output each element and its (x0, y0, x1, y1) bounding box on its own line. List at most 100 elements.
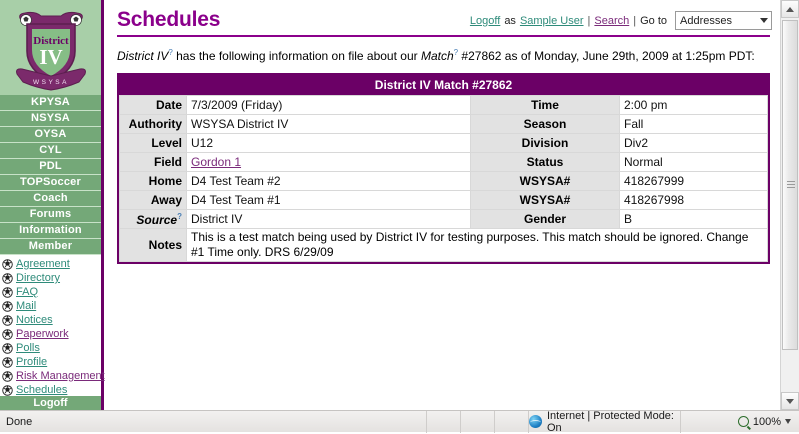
sidebar-link-directory[interactable]: Directory (0, 271, 101, 285)
soccer-ball-icon (2, 384, 13, 396)
sidebar-link-polls[interactable]: Polls (0, 341, 101, 355)
row-value-left: D4 Test Team #1 (186, 190, 471, 210)
notes-value: This is a test match being used by Distr… (186, 228, 768, 262)
row-value-right: Div2 (619, 133, 768, 153)
sidebar-section-member[interactable]: Member (0, 239, 101, 255)
status-bar: Done Internet | Protected Mode: On 100% (0, 409, 799, 434)
search-link[interactable]: Search (594, 14, 630, 27)
as-label: as (504, 14, 516, 27)
table-row: Date 7/3/2009 (Friday) Time 2:00 pm (119, 95, 768, 115)
scroll-up-arrow (786, 6, 794, 12)
zoom-control[interactable]: 100% (680, 410, 799, 433)
vertical-scrollbar[interactable] (780, 0, 799, 410)
sidebar-link-label[interactable]: Polls (16, 342, 40, 354)
sidebar-section-forums[interactable]: Forums (0, 207, 101, 223)
sidebar-link-label[interactable]: Paperwork (16, 328, 69, 340)
user-name-link[interactable]: Sample User (519, 14, 584, 27)
sidebar-link-profile[interactable]: Profile (0, 355, 101, 369)
row-value-right: Normal (619, 152, 768, 172)
row-value-right: 418267998 (619, 190, 768, 210)
row-label-left: Level (119, 133, 187, 153)
soccer-ball-icon (2, 272, 13, 284)
svg-text:District: District (33, 35, 69, 47)
status-cell-2 (460, 410, 494, 433)
sidebar-logoff-bar[interactable]: Logoff (0, 396, 101, 410)
scrollbar-grip (787, 181, 795, 190)
sidebar-link-label[interactable]: FAQ (16, 286, 39, 298)
scrollbar-thumb[interactable] (782, 20, 798, 350)
sidebar-links: Agreement Directory FAQ Mail Notices Paperwor… (0, 255, 105, 410)
status-cell-3 (494, 410, 528, 433)
row-value-right: 418267999 (619, 171, 768, 191)
logoff-link[interactable]: Logoff (469, 14, 501, 27)
scroll-down-button[interactable] (781, 392, 799, 410)
sidebar-link-label[interactable]: Schedules (16, 384, 68, 396)
table-row: Home D4 Test Team #2 WSYSA# 418267999 (119, 171, 768, 191)
goto-select-value: Addresses (680, 14, 732, 27)
sidebar-link-paperwork[interactable]: Paperwork (0, 327, 101, 341)
row-label-right: WSYSA# (470, 190, 620, 210)
sidebar-section-pdl[interactable]: PDL (0, 159, 101, 175)
globe-icon (529, 415, 542, 428)
help-icon-source[interactable]: ? (177, 211, 182, 221)
title-divider (117, 35, 770, 37)
intro-text-before: has the following information on file ab… (172, 49, 421, 63)
sidebar-link-label[interactable]: Risk Management (16, 370, 105, 382)
sidebar-section-oysa[interactable]: OYSA (0, 127, 101, 143)
main-content: Schedules Logoff as Sample User | Search… (107, 0, 780, 410)
row-label-right: WSYSA# (470, 171, 620, 191)
match-table-wrapper: District IV Match #27862 Date 7/3/2009 (F… (117, 73, 770, 264)
status-text: Done (6, 415, 33, 428)
sidebar-link-label[interactable]: Mail (16, 300, 37, 312)
row-label-left: Home (119, 171, 187, 191)
row-value-left: D4 Test Team #2 (186, 171, 471, 191)
sidebar-section-nsysa[interactable]: NSYSA (0, 111, 101, 127)
status-cell-1 (426, 410, 460, 433)
soccer-ball-icon (2, 258, 13, 270)
sidebar-section-cyl[interactable]: CYL (0, 143, 101, 159)
row-label-right: Gender (470, 209, 620, 229)
nav-separator-2: | (633, 14, 637, 27)
content-header: Schedules Logoff as Sample User | Search… (115, 6, 772, 32)
sidebar-section-topsoccer[interactable]: TOPSoccer (0, 175, 101, 191)
scroll-up-button[interactable] (781, 0, 799, 18)
row-value-left: WSYSA District IV (186, 114, 471, 134)
row-value-right: B (619, 209, 768, 229)
soccer-crest-logo: District IV WSYSA (9, 4, 93, 92)
sidebar-link-label[interactable]: Agreement (16, 258, 70, 270)
row-label-left: Authority (119, 114, 187, 134)
row-value-left[interactable]: Gordon 1 (186, 152, 471, 172)
table-row: Away D4 Test Team #1 WSYSA# 418267998 (119, 190, 768, 210)
row-label-right: Season (470, 114, 620, 134)
sidebar-link-schedules[interactable]: Schedules (0, 383, 101, 397)
sidebar-link-label[interactable]: Directory (16, 272, 61, 284)
sidebar-link-agreement[interactable]: Agreement (0, 257, 101, 271)
security-zone-text: Internet | Protected Mode: On (547, 409, 674, 434)
sidebar: District IV WSYSA KPYSA NSYSA OYSA CYL P… (0, 0, 105, 410)
soccer-ball-icon (2, 286, 13, 298)
sidebar-link-risk-management[interactable]: Risk Management (0, 369, 105, 383)
help-icon-entity[interactable]: ? (453, 48, 459, 57)
site-logo[interactable]: District IV WSYSA (0, 0, 101, 95)
sidebar-section-coach[interactable]: Coach (0, 191, 101, 207)
row-label-right: Time (470, 95, 620, 115)
goto-select[interactable]: Addresses (675, 11, 772, 30)
match-table-caption: District IV Match #27862 (119, 75, 768, 95)
security-zone[interactable]: Internet | Protected Mode: On (528, 409, 680, 434)
row-label-left: Source? (119, 209, 187, 229)
help-icon-org[interactable]: ? (168, 48, 173, 57)
sidebar-section-kpysa[interactable]: KPYSA (0, 95, 101, 111)
table-row: Field Gordon 1 Status Normal (119, 152, 768, 172)
sidebar-link-mail[interactable]: Mail (0, 299, 101, 313)
field-link[interactable]: Gordon 1 (191, 155, 242, 169)
soccer-ball-icon (2, 356, 13, 368)
sidebar-link-faq[interactable]: FAQ (0, 285, 101, 299)
row-label-left: Away (119, 190, 187, 210)
sidebar-link-notices[interactable]: Notices (0, 313, 101, 327)
sidebar-section-information[interactable]: Information (0, 223, 101, 239)
sidebar-link-label[interactable]: Notices (16, 314, 53, 326)
intro-text: District IV? has the following informati… (117, 45, 770, 64)
zoom-level: 100% (752, 415, 781, 428)
sidebar-link-label[interactable]: Profile (16, 356, 48, 368)
